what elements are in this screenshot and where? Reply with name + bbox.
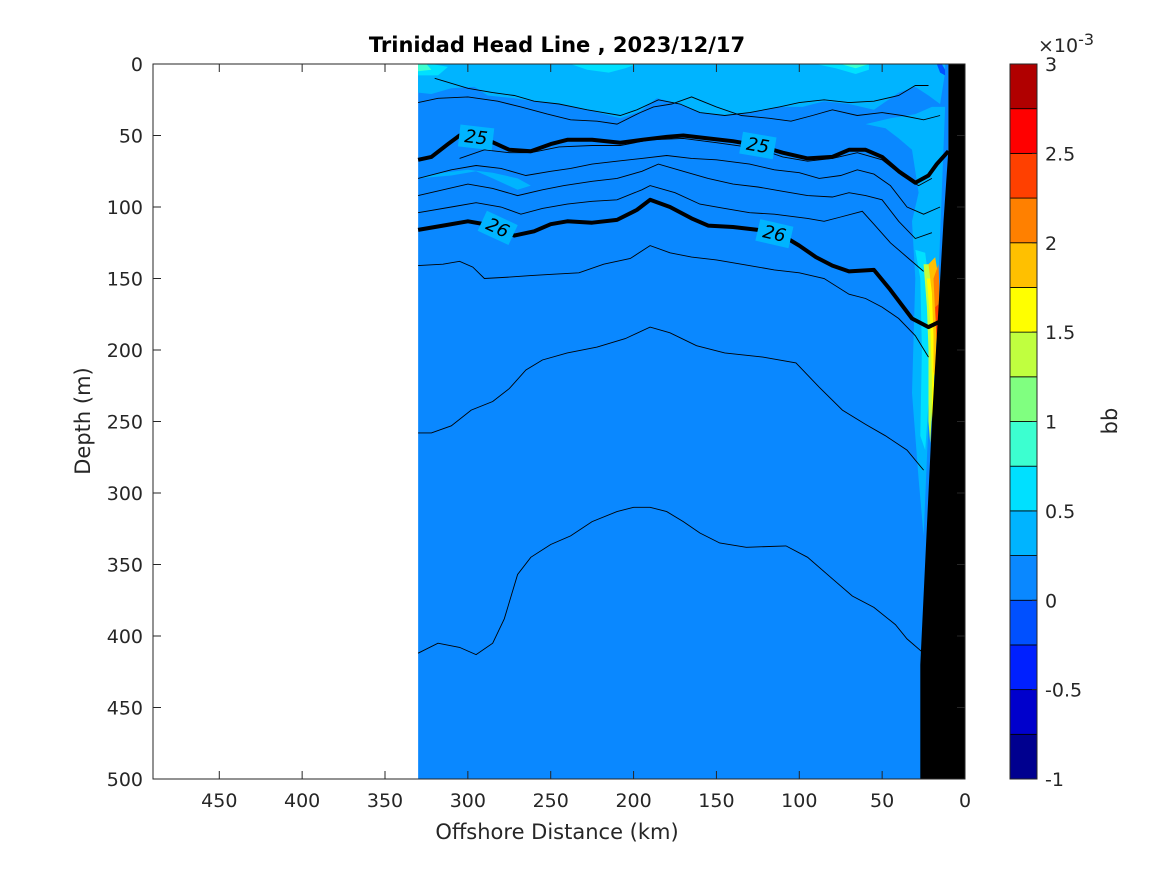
x-tick-label: 450 (201, 790, 237, 812)
colorbar-block (1009, 644, 1038, 691)
x-tick-label: 0 (959, 790, 971, 812)
colorbar-block (1009, 63, 1038, 110)
thin-contour-4 (418, 245, 929, 358)
y-tick-label: 500 (107, 769, 143, 791)
thin-contour-8 (418, 96, 941, 125)
y-tick-label: 400 (107, 626, 143, 648)
colorbar-block (1009, 733, 1038, 780)
colorbar-block (1009, 689, 1038, 735)
density-contour-25 (417, 133, 950, 185)
field-patch-7 (418, 64, 432, 72)
seafloor (920, 64, 965, 779)
colorbar-block (1009, 376, 1038, 422)
colorbar-exponent-power: -3 (1078, 30, 1094, 49)
bathymetry (920, 64, 965, 779)
colorbar-tick-label: 1.5 (1045, 322, 1075, 344)
y-tick-label: 450 (107, 698, 143, 720)
colorbar-block (1009, 108, 1038, 154)
chart-title: Trinidad Head Line , 2023/12/17 (369, 33, 745, 57)
contour-label-bg (739, 131, 777, 160)
x-tick-label: 350 (367, 790, 403, 812)
colorbar-block (1009, 152, 1038, 199)
x-axis-ticks: 450 400 350 300 250 200 150 100 50 0 (201, 64, 971, 812)
contour-label-text: 25 (463, 126, 488, 149)
colorbar-tick-label: 0 (1045, 590, 1057, 612)
contour-label-25-0: 25 (457, 124, 495, 151)
x-tick-label: 150 (698, 790, 734, 812)
contour-label-text: 26 (761, 221, 788, 247)
colorbar-exponent: ×10-3 (1038, 30, 1094, 57)
contour-label-bg (477, 210, 518, 246)
thin-contour-1 (417, 155, 941, 215)
x-tick-label: 100 (781, 790, 817, 812)
colorbar-tick-label: 0.5 (1045, 501, 1075, 523)
field-patch-8 (840, 64, 869, 69)
colorbar-label: bb (1098, 408, 1122, 435)
density-contours (417, 77, 950, 656)
colorbar-ticks: 3 2.5 2 1.5 1 0.5 0 -0.5 -1 (1032, 54, 1082, 791)
field-patch-14 (936, 64, 946, 76)
colorbar-block (1009, 421, 1038, 467)
thin-contour-5 (418, 326, 924, 471)
y-tick-label: 250 (107, 412, 143, 434)
thin-contour-7 (434, 77, 929, 116)
density-contour-26 (417, 197, 950, 330)
thin-contour-2 (417, 163, 933, 240)
colorbar-tick-label: 1 (1045, 412, 1057, 434)
x-tick-label: 50 (870, 790, 894, 812)
y-tick-label: 300 (107, 483, 143, 505)
y-tick-label: 100 (107, 197, 143, 219)
x-tick-label: 250 (533, 790, 569, 812)
colorbar-block (1009, 242, 1038, 288)
colorbar-block (1009, 331, 1038, 378)
colorbar-block (1009, 287, 1038, 333)
contour-label-bg (755, 219, 794, 249)
colorbar-tick-label: 2.5 (1045, 143, 1075, 165)
colorbar-exponent-base: ×10 (1038, 35, 1078, 57)
x-axis-label: Offshore Distance (km) (435, 820, 678, 844)
colorbar-block (1009, 555, 1038, 601)
colorbar-tick-label: -1 (1045, 769, 1064, 791)
y-tick-label: 150 (107, 269, 143, 291)
contour-label-text: 25 (745, 134, 771, 159)
colorbar-tick-label: 2 (1045, 233, 1057, 255)
contour-label-25-1: 25 (739, 131, 777, 160)
y-axis-ticks: 0 50 100 150 200 250 300 350 400 450 500 (107, 54, 965, 791)
thin-contour-6 (417, 506, 924, 656)
x-tick-label: 400 (284, 790, 320, 812)
x-tick-label: 300 (450, 790, 486, 812)
y-tick-label: 200 (107, 340, 143, 362)
y-axis-label: Depth (m) (71, 367, 95, 474)
contour-label-26-1: 26 (755, 219, 794, 249)
y-tick-label: 350 (107, 555, 143, 577)
colorbar-block (1009, 599, 1038, 646)
colorbar-block (1009, 510, 1038, 556)
colorbar: 3 2.5 2 1.5 1 0.5 0 -0.5 -1 ×10-3 bb (1009, 30, 1122, 791)
colorbar-block (1009, 197, 1038, 244)
colorbar-tick-label: 3 (1045, 54, 1057, 76)
field-patch-2 (418, 169, 531, 190)
y-tick-label: 0 (131, 54, 143, 76)
contour-label-bg (457, 124, 495, 151)
y-tick-label: 50 (119, 126, 143, 148)
thin-contour-3 (418, 185, 924, 272)
colorbar-block (1009, 465, 1038, 512)
field-patch-5 (570, 64, 637, 73)
x-tick-label: 200 (615, 790, 651, 812)
colorbar-tick-label: -0.5 (1045, 680, 1082, 702)
field-patch-0 (418, 64, 946, 119)
